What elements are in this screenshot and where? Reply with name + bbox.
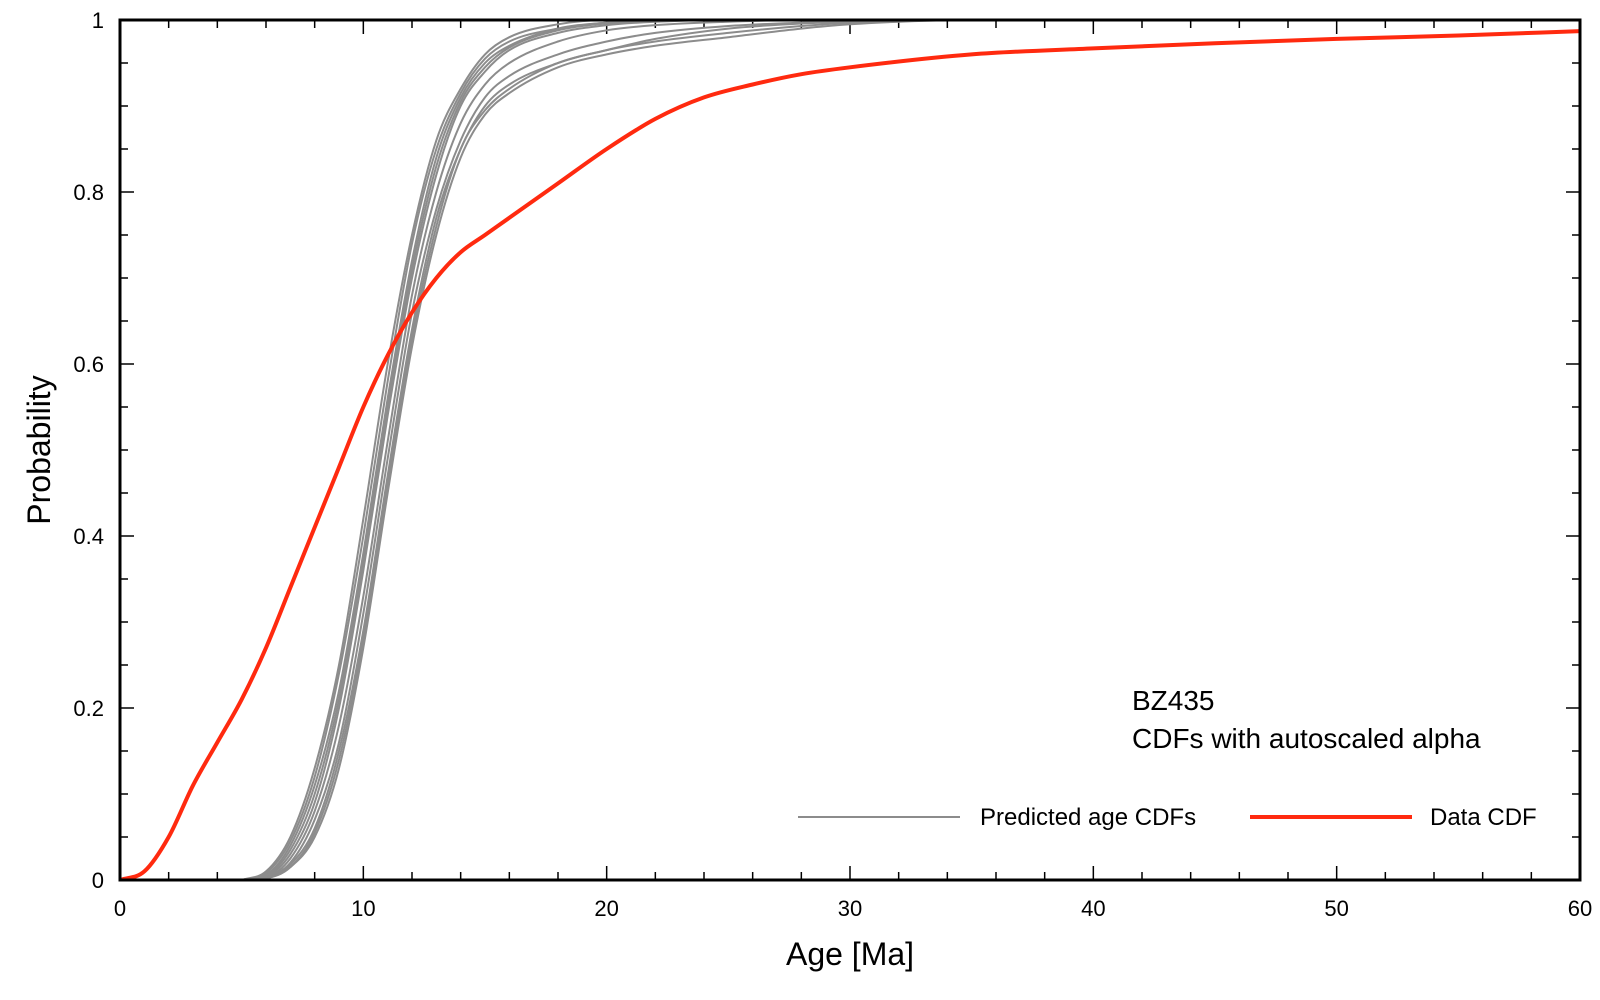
tick-labels: 0 10 20 30 40 50 60 0 0.2 0.4 0.6 0.8 1 <box>73 8 1592 921</box>
annotation-description: CDFs with autoscaled alpha <box>1132 723 1481 754</box>
legend-label-predicted: Predicted age CDFs <box>980 804 1196 831</box>
y-tick-label: 1 <box>92 8 104 33</box>
predicted-cdf-line-10 <box>241 20 1580 880</box>
x-tick-label: 40 <box>1081 896 1105 921</box>
legend: Predicted age CDFs Data CDF <box>798 804 1537 831</box>
y-tick-label: 0.8 <box>73 180 104 205</box>
x-tick-label: 10 <box>351 896 375 921</box>
y-axis-title: Probability <box>21 375 57 524</box>
predicted-cdf-line-5 <box>241 20 1580 880</box>
predicted-cdf-line-1 <box>241 20 1580 880</box>
y-tick-label: 0.6 <box>73 352 104 377</box>
predicted-cdf-line-8 <box>241 20 1580 880</box>
predicted-cdf-line-6 <box>241 20 1580 880</box>
predicted-cdf-line-3 <box>241 20 1580 880</box>
predicted-cdf-line-2 <box>241 20 1580 880</box>
y-tick-label: 0 <box>92 868 104 893</box>
x-tick-label: 50 <box>1324 896 1348 921</box>
x-axis-title: Age [Ma] <box>786 936 914 972</box>
annotation-sample-name: BZ435 <box>1132 685 1215 716</box>
x-tick-label: 20 <box>594 896 618 921</box>
predicted-cdf-line-9 <box>241 20 1580 880</box>
y-tick-label: 0.2 <box>73 696 104 721</box>
plot-frame <box>118 18 1582 882</box>
x-tick-label: 60 <box>1568 896 1592 921</box>
predicted-cdf-line-4 <box>241 20 1580 880</box>
x-tick-label: 30 <box>838 896 862 921</box>
x-tick-label: 0 <box>114 896 126 921</box>
y-tick-label: 0.4 <box>73 524 104 549</box>
data-cdf-line <box>120 29 1580 880</box>
legend-label-data: Data CDF <box>1430 804 1537 831</box>
